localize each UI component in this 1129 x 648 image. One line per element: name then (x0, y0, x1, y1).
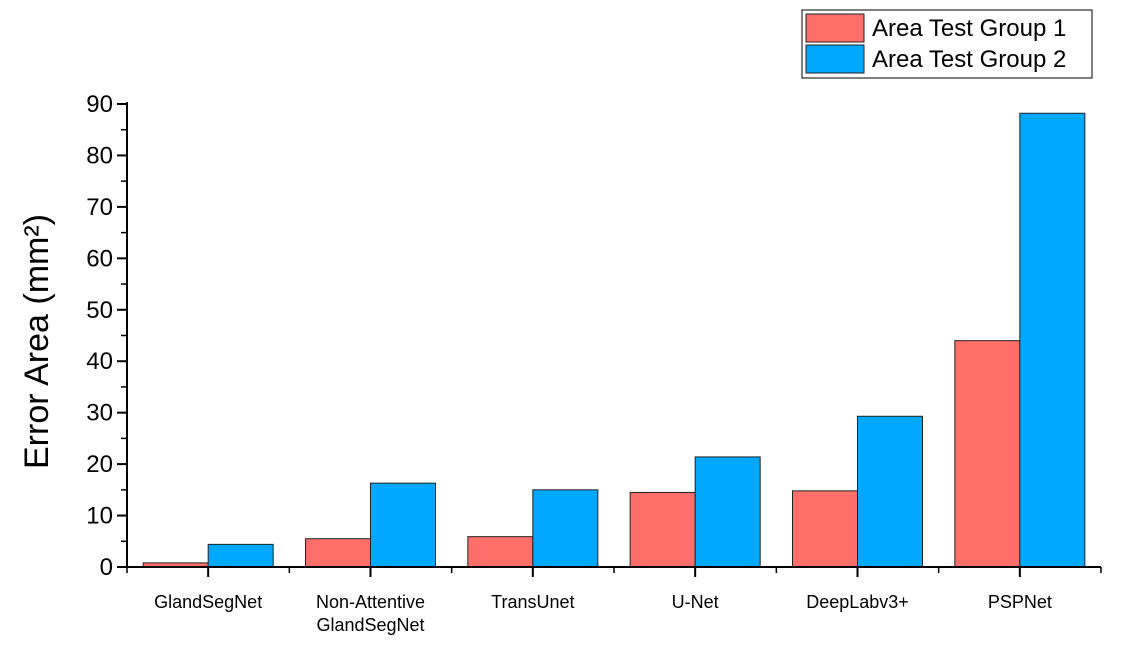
y-tick-label: 0 (100, 554, 113, 581)
x-category-label: GlandSegNet (154, 592, 262, 612)
legend-label-series1: Area Test Group 1 (872, 15, 1066, 42)
bar-series1-cat3 (467, 536, 534, 568)
y-axis-title: Error Area (mm²) (18, 214, 56, 469)
y-tick-label: 30 (86, 400, 113, 427)
legend-swatch-series1 (805, 13, 865, 43)
y-tick-label: 20 (86, 451, 113, 478)
x-category-label: GlandSegNet (316, 615, 424, 635)
bar-series2-cat5 (857, 415, 923, 568)
axes-layer: 0 10 20 30 40 50 60 70 80 90 GlandSegNet Non-Attent… (86, 91, 1102, 635)
x-category-label: TransUnet (491, 592, 574, 612)
y-tick-label: 90 (86, 91, 113, 118)
legend-swatch-series2 (805, 44, 865, 74)
bar-series1-cat2 (305, 538, 371, 568)
bar-series2-cat6 (1019, 112, 1086, 568)
x-category-label: Non-Attentive (316, 592, 425, 612)
bar-series2-cat1 (207, 543, 274, 568)
x-category-label: PSPNet (988, 592, 1052, 612)
bar-series2-cat3 (532, 489, 599, 568)
x-category-label: DeepLabv3+ (806, 592, 909, 612)
legend-label-series2: Area Test Group 2 (872, 46, 1066, 73)
y-tick-label: 40 (86, 348, 113, 375)
x-category-label: U-Net (672, 592, 719, 612)
bar-series1-cat4 (629, 491, 696, 568)
y-tick-label: 60 (86, 245, 113, 272)
bar-series1-cat6 (954, 340, 1021, 568)
y-tick-label: 10 (86, 503, 113, 530)
y-tick-label: 50 (86, 297, 113, 324)
bar-series2-cat4 (694, 456, 761, 568)
y-tick-label: 80 (86, 142, 113, 169)
bar-series1-cat5 (792, 490, 858, 568)
y-tick-label: 70 (86, 194, 113, 221)
bar-series2-cat2 (370, 482, 436, 568)
bars-layer (142, 112, 1086, 568)
legend: Area Test Group 1 Area Test Group 2 (801, 9, 1093, 79)
